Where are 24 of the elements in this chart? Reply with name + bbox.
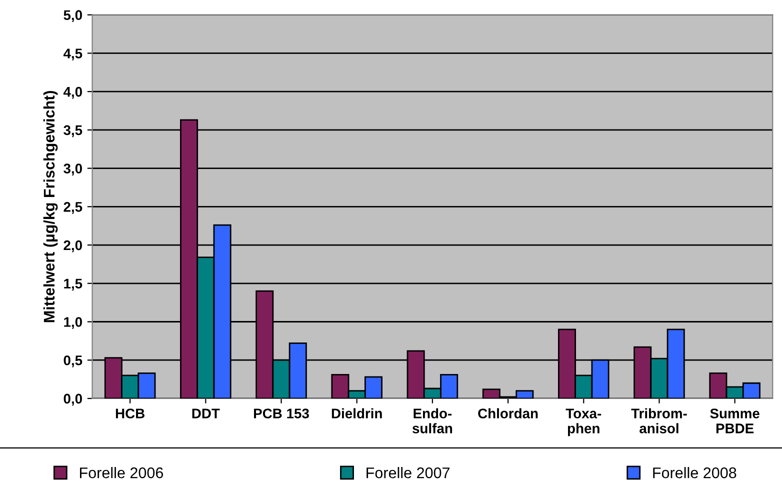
legend-label: Forelle 2007 — [366, 467, 450, 478]
y-tick-label: 0,5 — [64, 355, 82, 368]
legend-label: Forelle 2008 — [653, 467, 736, 478]
x-tick-label: PCB 153 — [254, 408, 309, 418]
y-tick-label: 5,0 — [64, 10, 82, 22]
x-tick-label: Toxa- phen — [566, 408, 602, 436]
x-tick-label: Endo- sulfan — [412, 408, 452, 434]
y-tick-label: 4,0 — [63, 86, 82, 99]
y-tick-label: 0,0 — [64, 394, 82, 406]
x-tick-label: DDT — [192, 408, 220, 418]
x-tick-label: Chlordan — [478, 408, 538, 418]
y-tick-label: 1,5 — [64, 278, 82, 291]
legend-label: Forelle 2006 — [80, 467, 164, 478]
y-tick-label: 2,5 — [64, 202, 82, 214]
y-tick-label: 2,0 — [64, 240, 82, 252]
y-tick-label: 1,0 — [64, 317, 82, 329]
y-axis-title: Mittelwert (µg/kg Frischgewicht) — [43, 90, 58, 322]
y-tick-label: 3,0 — [64, 164, 82, 176]
x-tick-label: Summe PBDE — [710, 408, 760, 434]
x-tick-label: Dieldrin — [332, 408, 382, 418]
x-tick-label: HCB — [116, 408, 144, 418]
y-tick-label: 3,5 — [64, 125, 82, 138]
y-tick-label: 4,5 — [63, 48, 82, 60]
x-tick-label: Tribrom- anisol — [631, 408, 687, 434]
